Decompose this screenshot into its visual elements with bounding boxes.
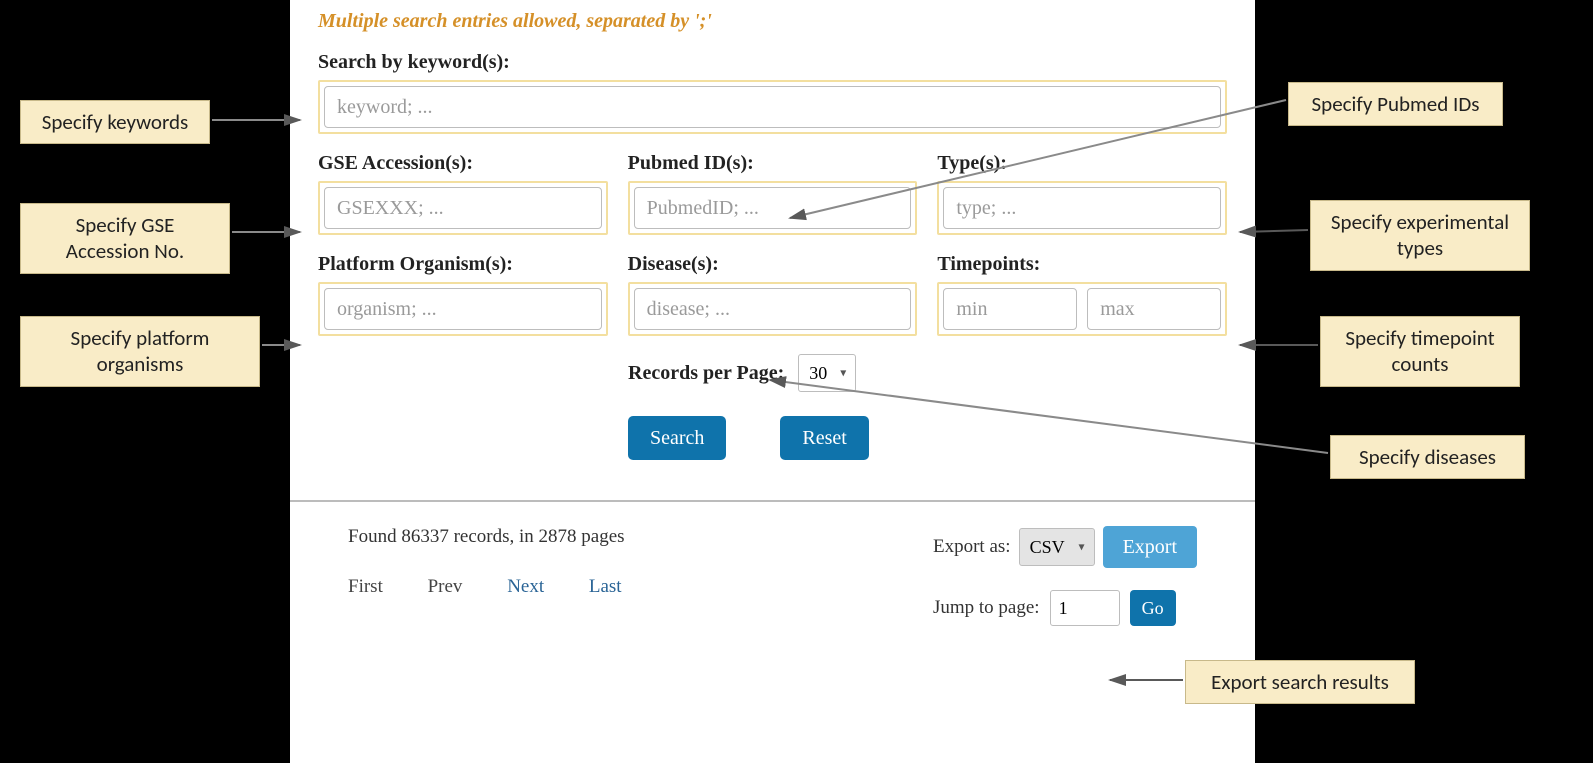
pubmed-input[interactable]: [634, 187, 912, 229]
export-button[interactable]: Export: [1103, 526, 1197, 568]
rpp-label: Records per Page:: [628, 362, 784, 384]
callout-organisms: Specify platform organisms: [20, 316, 260, 387]
callout-export: Export search results: [1185, 660, 1415, 704]
timepoints-label: Timepoints:: [937, 253, 1227, 276]
gse-highlight: [318, 181, 608, 235]
callout-diseases: Specify diseases: [1330, 435, 1525, 479]
keyword-label: Search by keyword(s):: [318, 51, 1227, 74]
disease-label: Disease(s):: [628, 253, 918, 276]
organism-label: Platform Organism(s):: [318, 253, 608, 276]
export-as-label: Export as:: [933, 536, 1011, 558]
callout-timepoints: Specify timepoint counts: [1320, 316, 1520, 387]
timepoints-highlight: [937, 282, 1227, 336]
gse-input[interactable]: [324, 187, 602, 229]
pager: First Prev Next Last: [348, 576, 933, 598]
disease-input[interactable]: [634, 288, 912, 330]
pubmed-label: Pubmed ID(s):: [628, 152, 918, 175]
search-button[interactable]: Search: [628, 416, 726, 460]
keyword-highlight: [318, 80, 1227, 134]
pager-last[interactable]: Last: [589, 576, 622, 598]
types-label: Type(s):: [937, 152, 1227, 175]
callout-gse: Specify GSE Accession No.: [20, 203, 230, 274]
reset-button[interactable]: Reset: [780, 416, 868, 460]
pager-prev[interactable]: Prev: [428, 576, 463, 598]
search-form-panel: Multiple search entries allowed, separat…: [290, 0, 1255, 763]
export-format-select[interactable]: CSV: [1019, 528, 1095, 566]
callout-types: Specify experimental types: [1310, 200, 1530, 271]
timepoints-min-input[interactable]: [943, 288, 1077, 330]
instruction-text: Multiple search entries allowed, separat…: [318, 10, 1227, 33]
pager-next[interactable]: Next: [507, 576, 544, 598]
types-highlight: [937, 181, 1227, 235]
section-divider: [290, 500, 1255, 502]
organism-input[interactable]: [324, 288, 602, 330]
disease-highlight: [628, 282, 918, 336]
callout-keywords: Specify keywords: [20, 100, 210, 144]
pubmed-highlight: [628, 181, 918, 235]
callout-pubmed: Specify Pubmed IDs: [1288, 82, 1503, 126]
pager-first[interactable]: First: [348, 576, 383, 598]
jump-label: Jump to page:: [933, 597, 1040, 619]
keyword-input[interactable]: [324, 86, 1221, 128]
gse-label: GSE Accession(s):: [318, 152, 608, 175]
types-input[interactable]: [943, 187, 1221, 229]
go-button[interactable]: Go: [1130, 590, 1176, 626]
timepoints-max-input[interactable]: [1087, 288, 1221, 330]
rpp-select[interactable]: 30: [798, 354, 856, 392]
results-bar: Found 86337 records, in 2878 pages First…: [318, 526, 1227, 626]
results-count: Found 86337 records, in 2878 pages: [348, 526, 933, 548]
jump-page-input[interactable]: [1050, 590, 1120, 626]
organism-highlight: [318, 282, 608, 336]
